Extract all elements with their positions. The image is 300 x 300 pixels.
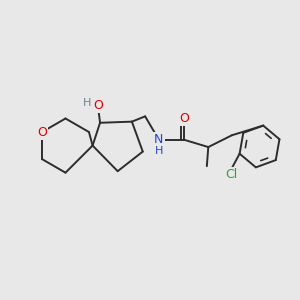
Text: O: O: [93, 99, 103, 112]
Text: Cl: Cl: [225, 168, 238, 181]
Text: N: N: [154, 133, 164, 146]
Text: O: O: [179, 112, 189, 125]
Text: H: H: [82, 98, 91, 108]
Text: O: O: [37, 125, 47, 139]
Text: H: H: [155, 146, 164, 156]
